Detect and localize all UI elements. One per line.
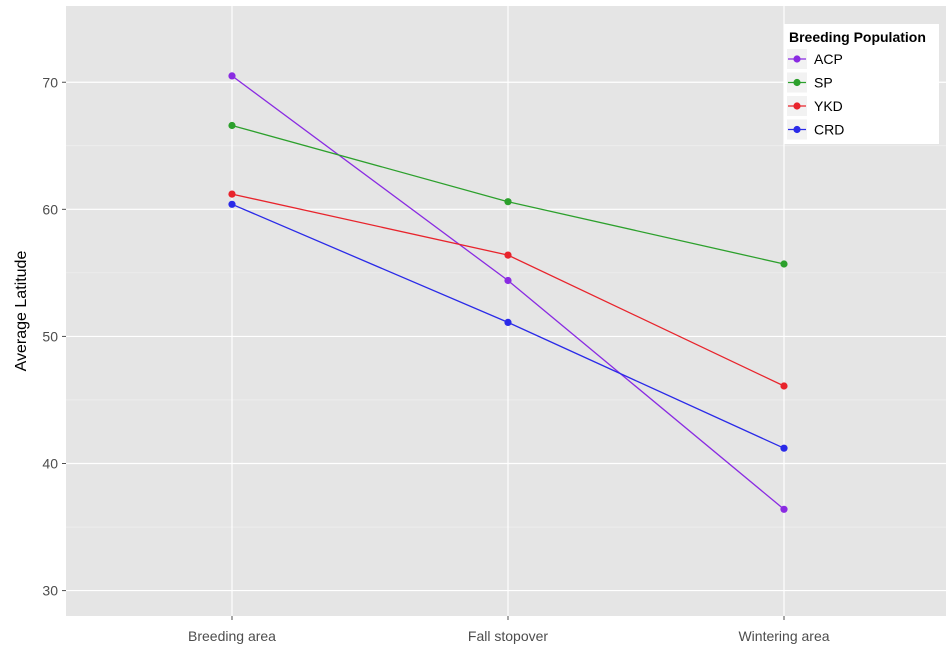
y-tick-label: 50 [42,328,58,344]
legend-background [784,24,939,144]
data-point-acp [504,276,512,285]
legend-label-ykd: YKD [814,98,843,114]
x-tick-label: Fall stopover [468,628,548,644]
legend-label-acp: ACP [814,51,843,67]
data-point-ykd [780,382,788,390]
y-tick-label: 60 [42,201,58,217]
data-point-sp [228,121,236,130]
legend-items: ACP SP YKD CRD [787,49,844,140]
y-axis: 30 40 50 60 70 [42,74,66,599]
legend-key-point-acp [793,55,801,63]
data-point-ykd [504,251,512,259]
legend-title: Breeding Population [789,29,926,45]
minor-gridlines [66,145,946,528]
series-points [228,72,788,513]
legend-label-sp: SP [814,75,833,91]
legend: Breeding Population ACP SP YKD CRD [784,24,939,144]
y-tick-label: 70 [42,74,58,90]
y-tick-label: 30 [42,583,58,599]
legend-key-point-crd [793,125,801,134]
y-tick-label: 40 [42,456,58,472]
legend-label-crd: CRD [814,122,844,138]
major-gridlines [66,6,946,616]
x-axis: Breeding area Fall stopover Wintering area [188,616,830,644]
legend-key-point-ykd [793,102,801,110]
x-tick-label: Breeding area [188,628,276,644]
data-point-sp [780,260,788,268]
data-point-crd [780,444,788,452]
data-point-acp [780,505,788,513]
data-point-acp [228,72,236,80]
x-tick-label: Wintering area [738,628,829,644]
y-axis-title: Average Latitude [13,251,30,372]
data-point-sp [504,198,512,206]
data-point-crd [504,318,512,326]
legend-key-point-sp [793,78,801,87]
data-point-ykd [228,190,236,198]
data-point-crd [228,200,236,208]
